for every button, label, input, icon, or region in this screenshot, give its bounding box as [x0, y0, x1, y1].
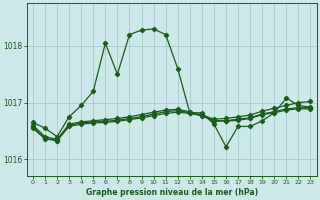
X-axis label: Graphe pression niveau de la mer (hPa): Graphe pression niveau de la mer (hPa): [86, 188, 258, 197]
